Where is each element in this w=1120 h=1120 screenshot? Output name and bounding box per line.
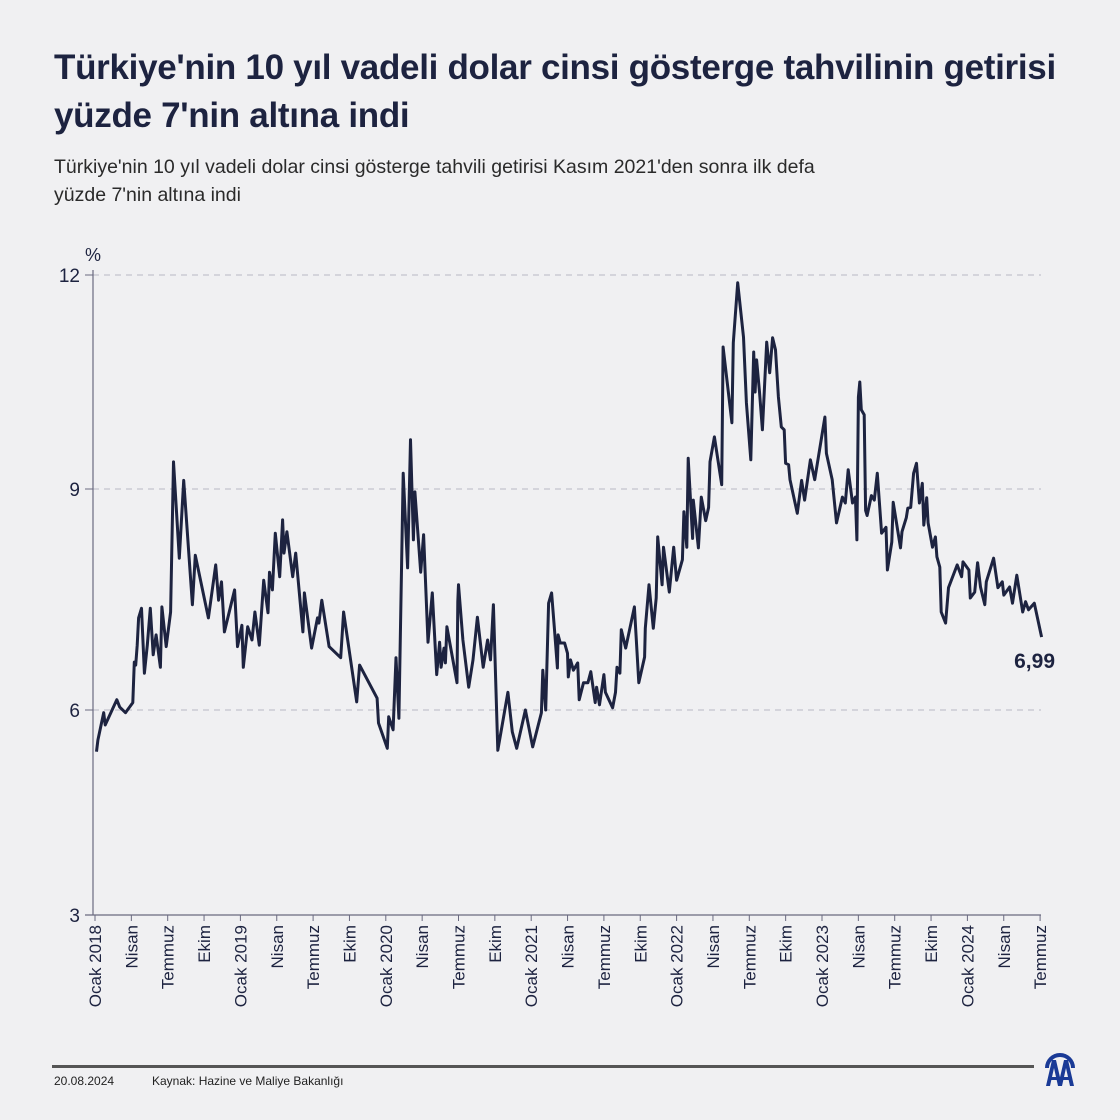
x-tick-label: Ekim (777, 925, 796, 963)
series-line (95, 281, 1044, 752)
footer-divider (52, 1065, 1034, 1068)
y-tick-label: 12 (59, 266, 80, 287)
x-tick-label: Temmuz (304, 925, 323, 989)
x-tick-label: Ekim (340, 925, 359, 963)
y-tick-labels: 3 6 9 12 (59, 266, 80, 927)
x-tick-label: Nisan (995, 925, 1014, 968)
last-value-label: 6,99 (1014, 650, 1055, 673)
x-tick-label: Temmuz (450, 925, 469, 989)
x-tick-labels: Ocak 2018 Nisan Temmuz Ekim Ocak 2019 Nisan Te… (86, 915, 1050, 1007)
footer-source: Kaynak: Hazine ve Maliye Bakanlığı (152, 1074, 344, 1088)
y-tick-label: 3 (69, 906, 80, 927)
x-tick-label: Ocak 2020 (377, 925, 396, 1007)
x-tick-label: Ocak 2018 (86, 925, 105, 1007)
x-tick-label: Nisan (268, 925, 287, 968)
aa-logo-icon (1045, 1053, 1075, 1086)
gridlines (85, 274, 1041, 916)
x-tick-label: Nisan (849, 925, 868, 968)
x-tick-label: Temmuz (1031, 925, 1050, 989)
x-tick-label: Temmuz (159, 925, 178, 989)
x-tick-label: Ekim (922, 925, 941, 963)
x-tick-label: Ocak 2019 (231, 925, 250, 1007)
x-tick-label: Temmuz (595, 925, 614, 989)
chart-subtitle: Türkiye'nin 10 yıl vadeli dolar cinsi gö… (54, 156, 815, 206)
footer-date: 20.08.2024 (54, 1074, 115, 1088)
x-tick-label: Temmuz (886, 925, 905, 989)
x-tick-label: Ocak 2024 (958, 925, 977, 1007)
x-tick-label: Temmuz (740, 925, 759, 989)
y-axis-unit: % (85, 245, 101, 265)
x-tick-label: Ocak 2021 (522, 925, 541, 1007)
y-tick-label: 6 (69, 701, 80, 722)
x-tick-label: Nisan (559, 925, 578, 968)
chart-title: Türkiye'nin 10 yıl vadeli dolar cinsi gö… (54, 48, 1056, 135)
x-tick-label: Ekim (195, 925, 214, 963)
x-tick-label: Nisan (122, 925, 141, 968)
x-tick-label: Nisan (413, 925, 432, 968)
x-tick-label: Nisan (704, 925, 723, 968)
x-tick-label: Ocak 2023 (813, 925, 832, 1007)
x-tick-label: Ekim (631, 925, 650, 963)
x-tick-label: Ocak 2022 (668, 925, 687, 1007)
x-tick-label: Ekim (486, 925, 505, 963)
y-tick-label: 9 (69, 480, 80, 501)
